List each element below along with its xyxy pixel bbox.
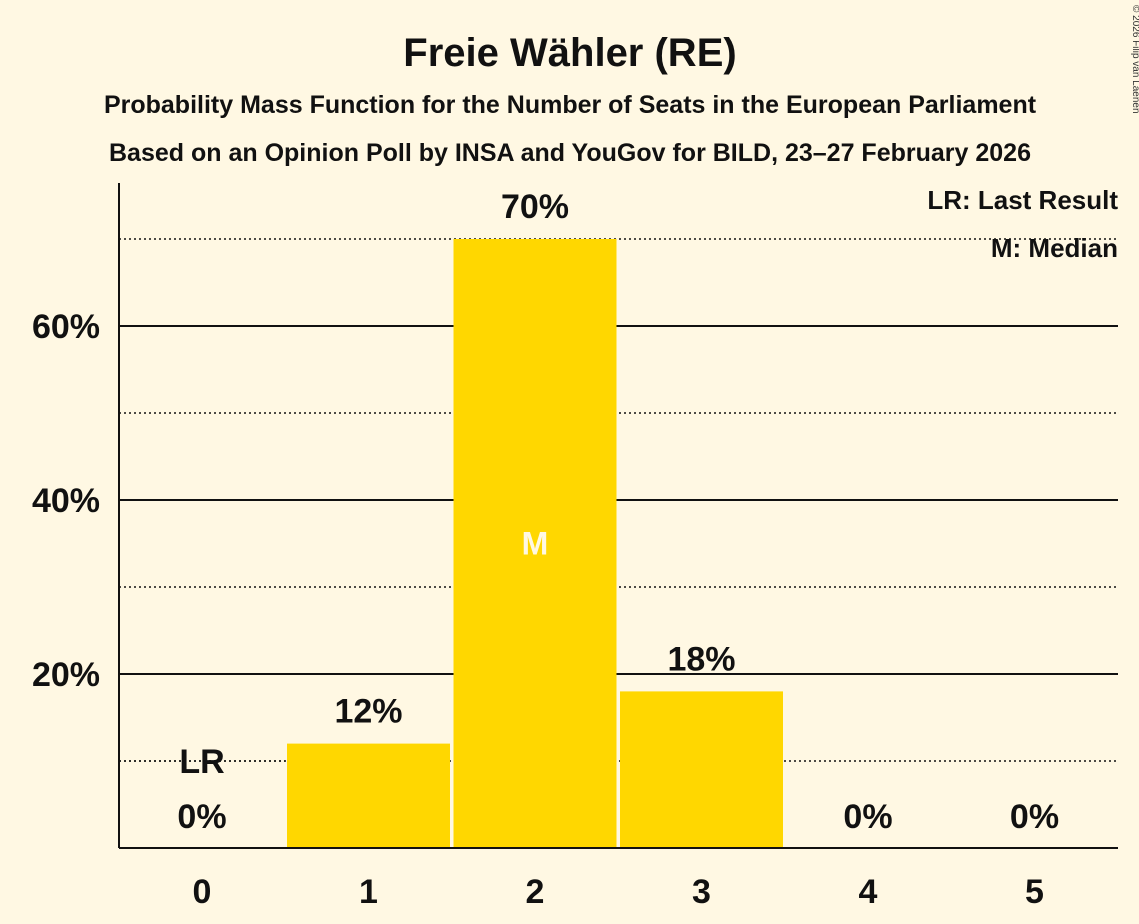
x-axis-ticks: 0 1 2 3 4 5 (193, 873, 1044, 911)
y-tick-label: 40% (32, 482, 100, 520)
x-tick-label-1: 1 (359, 873, 378, 911)
data-label-5: 0% (1010, 798, 1059, 836)
bar-3 (620, 691, 783, 848)
data-label-1: 12% (334, 693, 402, 731)
y-tick-label: 60% (32, 308, 100, 346)
gridlines (119, 238, 1118, 762)
data-label-4: 0% (843, 798, 892, 836)
x-tick-label-3: 3 (692, 873, 711, 911)
chart-subtitle: Probability Mass Function for the Number… (104, 91, 1037, 119)
copyright: © 2026 Filip van Laenen (1130, 5, 1139, 114)
median-marker: M (522, 526, 549, 562)
last-result-label: LR (179, 743, 224, 781)
data-labels: 0% 12% 70% 18% 0% 0% LR M (177, 188, 1059, 836)
bars (287, 239, 783, 848)
bar-1 (287, 743, 450, 848)
x-tick-label-5: 5 (1025, 873, 1044, 911)
chart-source: Based on an Opinion Poll by INSA and You… (109, 139, 1031, 167)
x-tick-label-2: 2 (526, 873, 545, 911)
legend-last-result: LR: Last Result (927, 185, 1118, 215)
data-label-2: 70% (501, 188, 569, 226)
y-tick-label: 20% (32, 656, 100, 694)
chart-title: Freie Wähler (RE) (403, 31, 736, 75)
bar-2 (453, 239, 617, 848)
x-tick-label-4: 4 (859, 873, 878, 911)
x-tick-label-0: 0 (193, 873, 212, 911)
y-axis-ticks: 20% 40% 60% (32, 308, 100, 694)
legend-median: M: Median (991, 233, 1118, 263)
data-label-3: 18% (667, 640, 735, 678)
data-label-0: 0% (177, 798, 226, 836)
